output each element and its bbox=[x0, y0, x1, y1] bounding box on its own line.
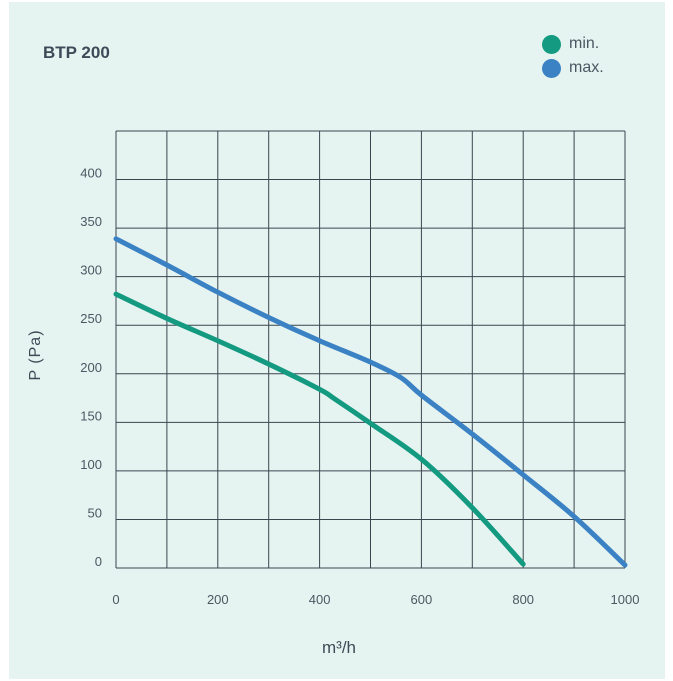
legend: min. max. bbox=[542, 32, 604, 80]
y-tick-label: 200 bbox=[80, 360, 102, 375]
series-line-min bbox=[113, 291, 526, 567]
chart-panel bbox=[9, 2, 665, 679]
legend-marker-max bbox=[542, 58, 561, 78]
legend-marker-min bbox=[542, 34, 561, 54]
legend-label-min: min. bbox=[569, 35, 600, 52]
y-tick-label: 400 bbox=[80, 166, 102, 181]
y-tick-label: 350 bbox=[80, 214, 102, 229]
y-tick-label: 0 bbox=[95, 554, 102, 569]
y-tick-label: 100 bbox=[80, 457, 102, 472]
x-axis-label: m³/h bbox=[322, 638, 356, 657]
series-line-max bbox=[113, 236, 628, 568]
x-tick-label: 600 bbox=[411, 592, 433, 607]
x-tick-label: 400 bbox=[309, 592, 331, 607]
y-tick-label: 250 bbox=[80, 311, 102, 326]
legend-label-max: max. bbox=[569, 59, 604, 76]
legend-item-min: min. bbox=[542, 32, 604, 56]
y-tick-label: 300 bbox=[80, 263, 102, 278]
x-tick-label: 200 bbox=[207, 592, 229, 607]
y-tick-label: 150 bbox=[80, 408, 102, 423]
legend-item-max: max. bbox=[542, 56, 604, 80]
x-tick-label: 800 bbox=[512, 592, 534, 607]
x-tick-label: 1000 bbox=[611, 592, 640, 607]
x-tick-label: 0 bbox=[112, 592, 119, 607]
y-tick-label: 50 bbox=[88, 505, 102, 520]
chart-title: BTP 200 bbox=[43, 43, 110, 62]
